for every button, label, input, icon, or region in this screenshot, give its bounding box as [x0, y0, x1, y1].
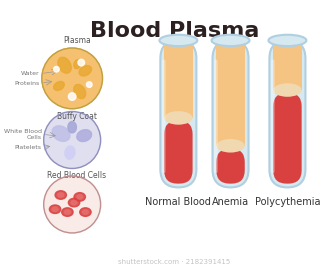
Ellipse shape: [159, 35, 197, 46]
Circle shape: [44, 111, 101, 169]
Circle shape: [68, 93, 76, 100]
FancyBboxPatch shape: [216, 149, 245, 184]
Ellipse shape: [68, 122, 76, 133]
Circle shape: [44, 176, 101, 233]
FancyBboxPatch shape: [269, 40, 305, 187]
Text: Plasma: Plasma: [63, 36, 91, 45]
Bar: [216, 44, 245, 146]
Text: Water: Water: [21, 71, 40, 76]
Ellipse shape: [74, 60, 81, 69]
FancyBboxPatch shape: [212, 40, 249, 187]
Ellipse shape: [74, 84, 86, 99]
Ellipse shape: [273, 39, 302, 49]
Ellipse shape: [164, 111, 193, 125]
Text: Buffy Coat: Buffy Coat: [57, 111, 97, 121]
Circle shape: [42, 48, 103, 109]
Ellipse shape: [71, 200, 77, 205]
Ellipse shape: [79, 66, 92, 76]
Ellipse shape: [216, 39, 245, 49]
FancyBboxPatch shape: [271, 59, 275, 173]
Ellipse shape: [273, 83, 302, 97]
Ellipse shape: [269, 35, 306, 46]
Ellipse shape: [77, 195, 83, 199]
Ellipse shape: [211, 35, 249, 46]
Text: shutterstock.com · 2182391415: shutterstock.com · 2182391415: [119, 259, 231, 265]
FancyBboxPatch shape: [214, 59, 218, 173]
Ellipse shape: [68, 198, 80, 207]
Ellipse shape: [64, 210, 70, 214]
Ellipse shape: [74, 193, 85, 201]
Ellipse shape: [55, 191, 66, 199]
FancyBboxPatch shape: [273, 93, 302, 184]
FancyBboxPatch shape: [160, 40, 197, 187]
Ellipse shape: [83, 210, 88, 214]
Text: Normal Blood: Normal Blood: [145, 197, 211, 207]
Ellipse shape: [65, 146, 75, 159]
Ellipse shape: [77, 130, 92, 142]
Text: Proteins: Proteins: [15, 81, 40, 86]
Ellipse shape: [52, 126, 70, 141]
Text: White Blood
Cells: White Blood Cells: [4, 129, 42, 140]
Text: Polycythemia: Polycythemia: [255, 197, 320, 207]
Ellipse shape: [62, 208, 73, 216]
Text: Anemia: Anemia: [212, 197, 249, 207]
Ellipse shape: [54, 81, 64, 90]
Ellipse shape: [58, 57, 71, 73]
Ellipse shape: [52, 207, 58, 211]
Bar: [273, 44, 302, 90]
FancyBboxPatch shape: [162, 59, 166, 173]
FancyBboxPatch shape: [164, 121, 193, 184]
Ellipse shape: [164, 39, 193, 49]
Ellipse shape: [58, 193, 64, 197]
Circle shape: [78, 59, 85, 66]
Bar: [164, 44, 193, 118]
Text: Platelets: Platelets: [15, 145, 42, 150]
Ellipse shape: [49, 205, 61, 213]
Ellipse shape: [80, 208, 91, 216]
Ellipse shape: [216, 139, 245, 153]
Text: Blood Plasma: Blood Plasma: [90, 22, 259, 41]
Text: Red Blood Cells: Red Blood Cells: [47, 171, 107, 180]
Circle shape: [86, 82, 92, 87]
Circle shape: [53, 66, 59, 72]
